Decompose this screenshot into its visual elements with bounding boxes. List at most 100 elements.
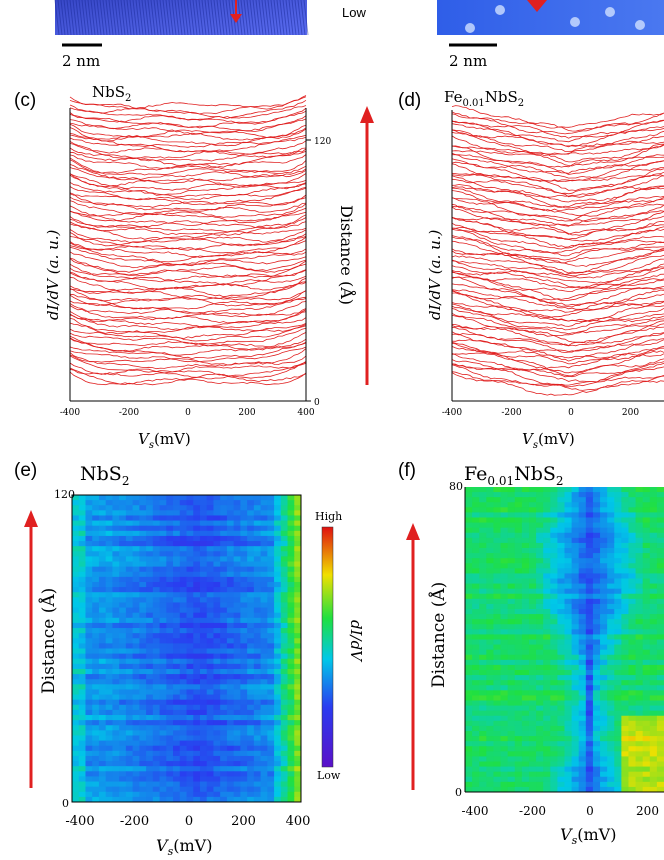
panel-e-cell <box>247 638 255 644</box>
panel-e-cell <box>173 525 181 532</box>
panel-e-cell <box>105 689 114 696</box>
panel-f-cell <box>614 771 622 778</box>
panel-e-cell <box>267 638 275 644</box>
panel-e-cell <box>85 709 93 716</box>
panel-e-cell <box>206 566 215 573</box>
panel-f-cell <box>486 512 495 519</box>
panel-e-cell <box>287 541 295 547</box>
panel-e-cell <box>199 730 208 737</box>
panel-f-cell <box>571 563 580 569</box>
panel-e-cell <box>166 535 174 542</box>
panel-e-cell <box>274 689 282 696</box>
panel-e-cell <box>287 525 295 532</box>
panel-f-cell <box>564 756 573 763</box>
panel-f-cell <box>642 542 651 549</box>
panel-e-cell <box>267 766 275 772</box>
panel-f-cell <box>557 664 566 671</box>
panel-e-cell <box>260 571 268 578</box>
panel-d-curve-35 <box>451 258 664 277</box>
panel-f-cell <box>479 603 487 610</box>
panel-e-cell <box>179 750 188 757</box>
panel-e-cell <box>152 679 161 685</box>
panel-e-cell <box>193 525 201 532</box>
panel-e-cell <box>287 709 295 716</box>
panel-f-cell <box>642 664 651 671</box>
panel-f-cell <box>607 756 615 763</box>
panel-e-cell <box>199 551 208 557</box>
panel-e-cell <box>193 796 201 802</box>
panel-f-cell <box>528 578 537 585</box>
panel-c-curve-42 <box>69 223 307 240</box>
panel-f-cell <box>536 680 544 686</box>
panel-f-cell <box>536 563 544 569</box>
panel-e-cell <box>267 628 275 634</box>
panel-e-cell <box>260 505 268 511</box>
panel-f-cell <box>500 578 509 585</box>
panel-e-cell <box>179 740 188 747</box>
panel-f-cell <box>500 542 509 549</box>
panel-e-cell <box>159 771 167 778</box>
panel-e-cell <box>206 755 215 762</box>
panel-f-cell <box>635 664 644 671</box>
panel-e-cell <box>85 750 93 757</box>
panel-f-cell <box>514 588 523 595</box>
panel-e-cell <box>98 602 107 609</box>
panel-f-cell <box>656 568 664 575</box>
panel-e-cell <box>247 495 255 501</box>
panel-e-cell <box>98 592 107 598</box>
panel-e-cell <box>159 755 167 762</box>
panel-f-cell <box>592 619 601 625</box>
panel-e-cell <box>139 515 147 522</box>
panel-e-title: NbS2 <box>80 463 129 488</box>
panel-e-cell <box>213 551 221 557</box>
panel-e-cell <box>139 607 147 614</box>
panel-f-cell <box>642 588 651 595</box>
panel-f-cell <box>600 644 608 651</box>
panel-e-cell <box>186 668 194 675</box>
panel-f-cell <box>614 781 622 788</box>
panel-c-curve-24 <box>69 287 307 302</box>
panel-e-cell <box>166 730 174 737</box>
panel-e-cell <box>85 766 93 772</box>
panel-e-cell <box>152 766 161 772</box>
panel-e-cell <box>199 679 208 685</box>
panel-e-cell <box>119 694 127 701</box>
panel-e-cell <box>287 515 295 522</box>
panel-f-cell <box>614 685 622 691</box>
panel-e-cell <box>159 633 167 639</box>
panel-f-cell <box>500 695 509 702</box>
panel-e-cell <box>85 704 93 711</box>
panel-f-cell <box>479 720 487 727</box>
panel-e-cell <box>267 500 275 506</box>
panel-e-cell <box>179 520 188 527</box>
panel-e-cell <box>152 643 161 650</box>
panel-e-cell <box>139 500 147 506</box>
panel-f-cell <box>564 563 573 569</box>
panel-e-cell <box>139 658 147 665</box>
panel-e-cell <box>253 689 262 696</box>
panel-e-cell <box>159 694 167 701</box>
panel-f-cell <box>493 715 502 722</box>
panel-f-cell <box>500 629 509 636</box>
panel-f-cell <box>564 741 573 747</box>
panel-f-cell <box>550 598 558 605</box>
panel-f-cell <box>578 573 587 580</box>
panel-e-cell <box>112 781 120 788</box>
panel-f-cell <box>656 725 664 732</box>
panel-f-cell <box>500 771 509 778</box>
panel-f-cell <box>479 731 487 737</box>
topo-image-b <box>437 0 664 35</box>
panel-e-cell <box>199 745 208 752</box>
panel-e-cell <box>220 776 228 783</box>
panel-e-cell <box>240 587 248 593</box>
panel-f-cell <box>479 746 487 752</box>
panel-f-cell <box>500 563 509 569</box>
panel-e-cell <box>294 581 301 588</box>
panel-e-cell <box>206 602 215 609</box>
panel-f-cell <box>585 675 594 681</box>
panel-e-cell <box>119 535 127 542</box>
panel-f-cell <box>528 593 537 600</box>
panel-e-cell <box>253 566 262 573</box>
panel-e-cell <box>78 541 87 547</box>
panel-f-cell <box>635 720 644 727</box>
